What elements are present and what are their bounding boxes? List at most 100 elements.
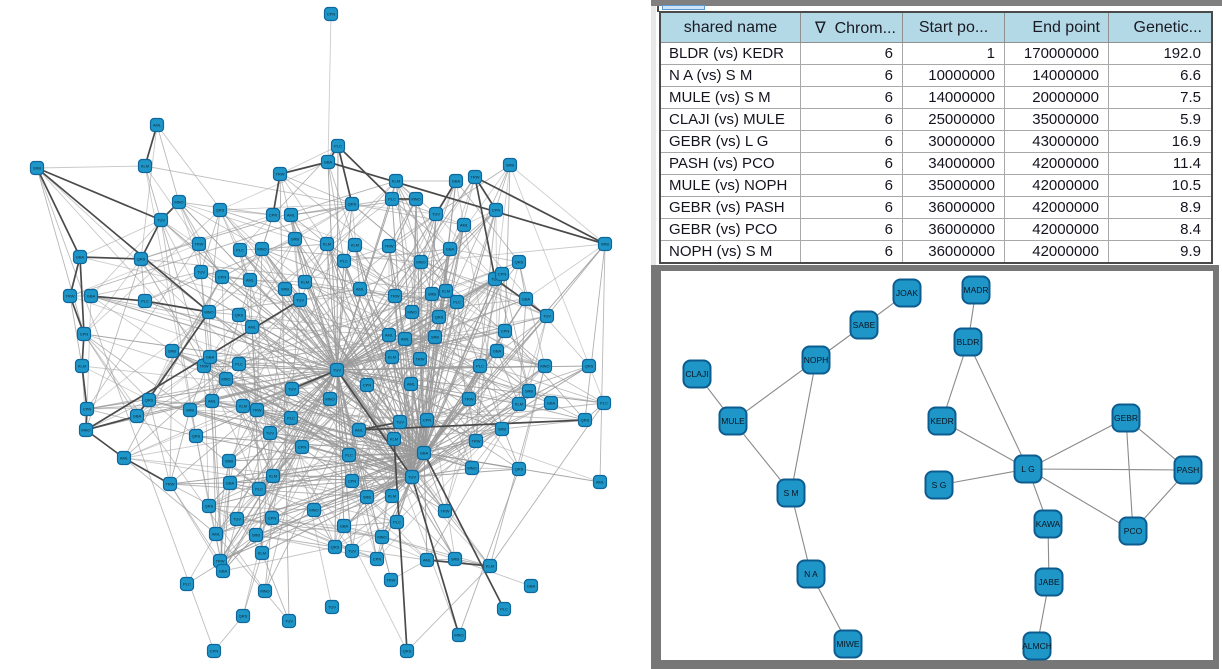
svg-text:AML: AML (212, 532, 221, 537)
svg-text:SRB: SRB (525, 389, 534, 394)
svg-text:JOAK: JOAK (896, 288, 919, 298)
svg-text:AML: AML (356, 287, 365, 292)
svg-text:GBA: GBA (527, 584, 536, 589)
svg-text:GBA: GBA (206, 355, 215, 360)
svg-text:AML: AML (153, 123, 162, 128)
svg-text:AML: AML (120, 456, 129, 461)
svg-text:CPN: CPN (80, 332, 89, 337)
svg-text:BLDR: BLDR (957, 337, 980, 347)
svg-text:QRS: QRS (137, 257, 146, 262)
svg-text:MULE: MULE (721, 416, 745, 426)
svg-text:TRW: TRW (390, 294, 399, 299)
svg-text:MNO: MNO (377, 535, 386, 540)
svg-text:SRB: SRB (431, 335, 440, 340)
svg-text:MNO: MNO (416, 260, 425, 265)
svg-text:MNO: MNO (467, 466, 476, 471)
svg-text:KLM: KLM (301, 280, 309, 285)
svg-text:KEDR: KEDR (930, 416, 954, 426)
svg-text:SRB: SRB (506, 163, 515, 168)
svg-text:PLC: PLC (141, 299, 149, 304)
svg-text:SRB: SRB (498, 427, 507, 432)
svg-text:MADR: MADR (963, 285, 988, 295)
svg-text:GBA: GBA (420, 451, 429, 456)
svg-text:TUV: TUV (396, 420, 404, 425)
svg-text:SRB: SRB (168, 349, 177, 354)
svg-text:GBA: GBA (522, 297, 531, 302)
svg-text:QRS: QRS (581, 418, 590, 423)
svg-text:MNO: MNO (309, 508, 318, 513)
svg-text:PLC: PLC (334, 144, 342, 149)
svg-text:SABE: SABE (853, 320, 876, 330)
svg-text:QRS: QRS (331, 545, 340, 550)
svg-text:TUV: TUV (491, 277, 499, 282)
svg-text:AML: AML (246, 278, 255, 283)
svg-text:TUV: TUV (543, 314, 551, 319)
svg-text:MIWE: MIWE (836, 639, 859, 649)
svg-text:QRS: QRS (205, 504, 214, 509)
svg-text:PLC: PLC (236, 248, 244, 253)
svg-text:SRB: SRB (252, 533, 261, 538)
svg-text:PASH: PASH (1177, 465, 1200, 475)
svg-text:SRB: SRB (225, 459, 234, 464)
svg-text:MNO: MNO (204, 310, 213, 315)
svg-text:S M: S M (783, 488, 798, 498)
svg-text:QRS: QRS (192, 434, 201, 439)
svg-text:QRS: QRS (435, 315, 444, 320)
svg-text:L G: L G (1021, 464, 1034, 474)
svg-text:CPN: CPN (501, 329, 510, 334)
svg-text:QRS: QRS (145, 398, 154, 403)
svg-text:TUV: TUV (266, 431, 274, 436)
svg-text:MNO: MNO (260, 589, 269, 594)
svg-text:MNO: MNO (407, 310, 416, 315)
svg-text:MNO: MNO (221, 377, 230, 382)
svg-text:ALMCH: ALMCH (1022, 641, 1052, 651)
svg-text:TRW: TRW (65, 294, 74, 299)
svg-text:MNO: MNO (325, 397, 334, 402)
svg-text:QRS: QRS (585, 364, 594, 369)
svg-text:N A: N A (804, 569, 818, 579)
svg-text:S G: S G (932, 480, 947, 490)
svg-text:TUV: TUV (432, 212, 440, 217)
svg-text:CPN: CPN (363, 383, 372, 388)
svg-text:QRS: QRS (239, 614, 248, 619)
svg-text:QRS: QRS (348, 202, 357, 207)
svg-text:GBA: GBA (446, 247, 455, 252)
svg-text:QRS: QRS (515, 467, 524, 472)
svg-text:PLC: PLC (287, 416, 295, 421)
svg-text:GBA: GBA (226, 481, 235, 486)
svg-text:TRW: TRW (252, 408, 261, 413)
svg-text:TUV: TUV (328, 605, 336, 610)
svg-text:CPN: CPN (348, 479, 357, 484)
svg-text:GBA: GBA (547, 401, 556, 406)
svg-text:AML: AML (208, 399, 217, 404)
svg-text:CPN: CPN (492, 208, 501, 213)
svg-text:TRW: TRW (194, 242, 203, 247)
svg-text:PLC: PLC (345, 453, 353, 458)
svg-text:PLC: PLC (340, 259, 348, 264)
svg-text:SRB: SRB (363, 495, 372, 500)
svg-text:PCO: PCO (1124, 526, 1143, 536)
svg-text:AML: AML (596, 480, 605, 485)
svg-text:KLM: KLM (323, 242, 331, 247)
svg-text:PLC: PLC (235, 362, 243, 367)
svg-text:CPN: CPN (210, 649, 219, 654)
svg-text:GBA: GBA (133, 414, 142, 419)
svg-text:GBA: GBA (219, 569, 228, 574)
svg-text:AML: AML (401, 337, 410, 342)
svg-text:QRS: QRS (403, 649, 412, 654)
svg-text:CPN: CPN (218, 275, 227, 280)
svg-text:SRB: SRB (281, 287, 290, 292)
svg-text:KLM: KLM (392, 179, 400, 184)
svg-text:KLM: KLM (515, 402, 523, 407)
svg-text:CPN: CPN (269, 213, 278, 218)
svg-text:TUV: TUV (233, 517, 241, 522)
svg-text:TUV: TUV (296, 298, 304, 303)
svg-text:AML: AML (407, 382, 416, 387)
svg-text:QRS: QRS (235, 313, 244, 318)
svg-text:PLC: PLC (453, 300, 461, 305)
svg-text:TRW: TRW (471, 439, 480, 444)
svg-text:TRW: TRW (440, 509, 449, 514)
svg-text:TUV: TUV (288, 387, 296, 392)
svg-text:KAWA: KAWA (1036, 519, 1061, 529)
svg-text:CPN: CPN (268, 516, 277, 521)
